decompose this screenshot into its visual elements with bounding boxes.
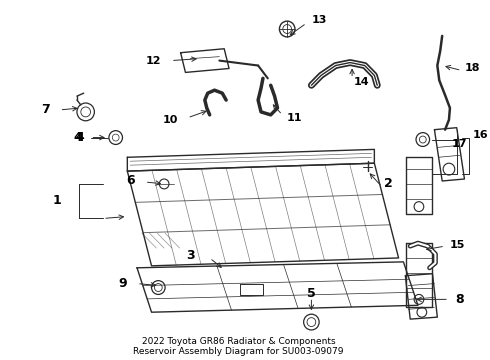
Text: 10: 10 (162, 115, 178, 125)
Text: 13: 13 (312, 15, 327, 25)
Text: 11: 11 (287, 113, 303, 123)
Text: 5: 5 (307, 287, 316, 300)
Text: 18: 18 (465, 63, 480, 73)
Text: 14: 14 (354, 77, 369, 87)
Text: 9: 9 (119, 277, 127, 290)
Text: 15: 15 (450, 240, 465, 250)
Text: 17: 17 (452, 139, 467, 149)
Text: 16: 16 (472, 130, 488, 140)
Text: 3: 3 (187, 249, 195, 262)
Text: 8: 8 (455, 293, 464, 306)
Text: 2: 2 (384, 177, 393, 190)
Text: 6: 6 (126, 175, 135, 188)
Text: 12: 12 (146, 55, 161, 66)
Text: 7: 7 (41, 103, 50, 116)
Text: 2022 Toyota GR86 Radiator & Components
Reservoir Assembly Diagram for SU003-0907: 2022 Toyota GR86 Radiator & Components R… (133, 337, 344, 356)
Text: 1: 1 (53, 194, 61, 207)
Text: 4: 4 (73, 131, 82, 144)
Text: 4: 4 (75, 131, 84, 144)
